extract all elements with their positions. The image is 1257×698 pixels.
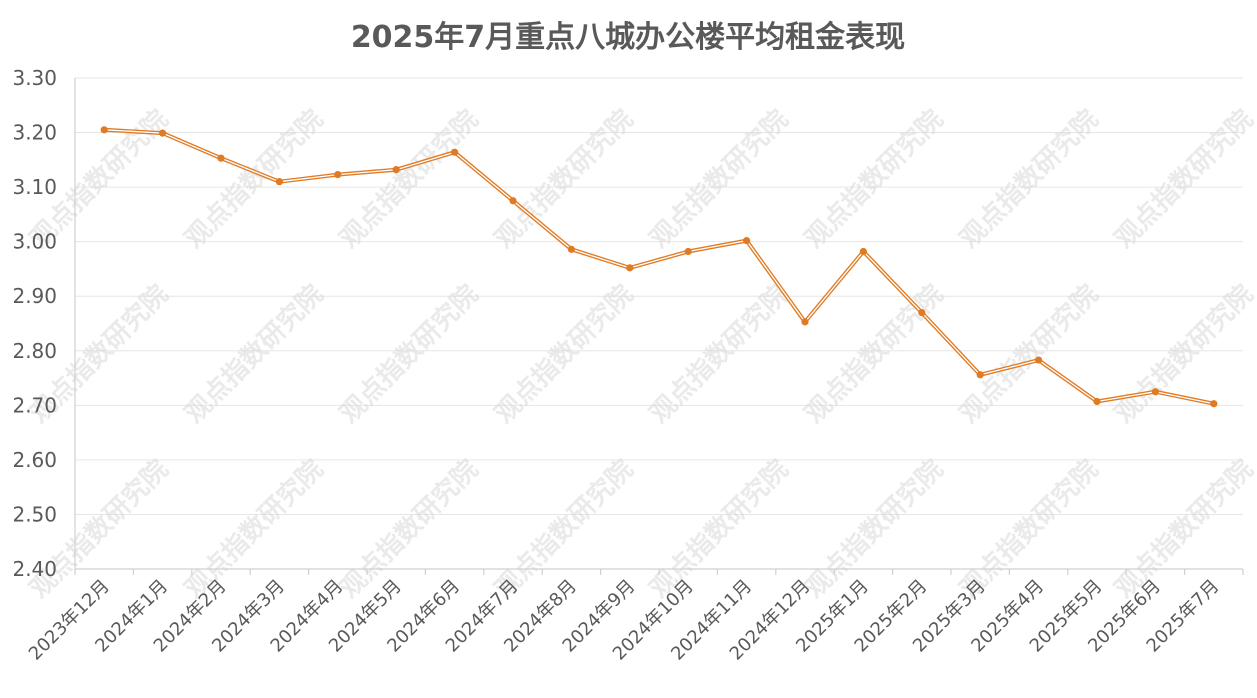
gridlines [75,77,1243,515]
watermark-text: 观点指数研究院 [954,104,1105,255]
data-point [801,318,809,326]
watermark-text: 观点指数研究院 [644,104,795,255]
y-tick-label: 2.50 [12,502,57,526]
watermark-text: 观点指数研究院 [334,104,485,255]
data-point [626,264,634,272]
y-tick-label: 2.40 [12,557,57,581]
data-point [392,166,400,174]
watermark-text: 观点指数研究院 [489,279,640,430]
data-point [918,308,926,317]
y-tick-label: 3.30 [12,66,57,90]
watermark-text: 观点指数研究院 [1109,279,1257,430]
data-point [567,245,576,253]
watermark-text: 观点指数研究院 [799,454,950,605]
data-point [217,154,225,162]
watermark-text: 观点指数研究院 [644,454,795,605]
series-line-inner [104,129,1214,405]
data-point [859,247,868,256]
y-axis-tick-labels: 2.40 2.50 2.60 2.70 2.80 2.90 3.00 3.10 3.20 3.30 [12,66,57,581]
data-point [684,247,692,256]
data-point [100,126,108,134]
data-point [1035,356,1043,364]
data-point [743,236,751,245]
watermark-text: 观点指数研究院 [179,279,330,430]
y-tick-label: 2.60 [12,448,57,472]
watermark-text: 观点指数研究院 [1109,454,1257,605]
watermark-text: 观点指数研究院 [334,279,485,430]
watermark-text: 观点指数研究院 [799,104,950,255]
watermark-text: 观点指数研究院 [179,454,330,605]
y-tick-label: 3.10 [12,175,57,199]
watermark-text: 观点指数研究院 [954,279,1105,430]
chart-title: 2025年7月重点八城办公楼平均租金表现 [351,20,905,55]
watermark-layer: 观点指数研究院 观点指数研究院 观点指数研究院 观点指数研究院 观点指数研究院 观点指数研… [24,104,1257,605]
data-point [509,197,517,205]
data-point [976,371,984,379]
data-point [334,170,342,179]
watermark-text: 观点指数研究院 [1109,104,1257,255]
axes [74,78,1244,575]
y-tick-label: 2.90 [12,284,57,308]
watermark-text: 观点指数研究院 [334,454,485,605]
data-point [1210,400,1218,408]
y-tick-label: 3.00 [12,230,57,254]
watermark-text: 观点指数研究院 [644,279,795,430]
x-axis-tick-labels: 2023年12月2024年1月2024年2月2024年3月2024年4月2024… [25,576,1223,665]
data-point [1093,397,1101,406]
data-point [159,129,167,137]
data-point [1151,388,1159,396]
data-point [275,178,283,186]
watermark-text: 观点指数研究院 [489,104,640,255]
y-tick-label: 2.80 [12,339,57,363]
y-tick-label: 3.20 [12,121,57,145]
series-layer [100,126,1218,408]
data-point [451,148,459,156]
y-tick-label: 2.70 [12,393,57,417]
